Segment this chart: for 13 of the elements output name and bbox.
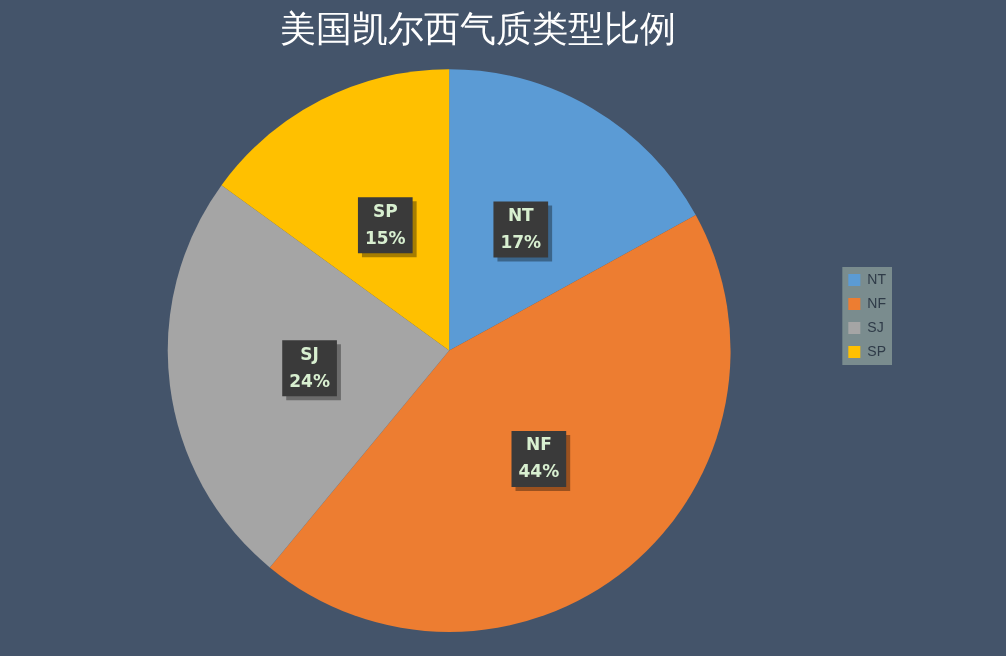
slice-label: NF xyxy=(525,434,552,455)
legend-label: NT xyxy=(867,270,887,287)
slice-label: NT xyxy=(507,204,535,225)
legend-label: SJ xyxy=(867,318,884,335)
data-label: 17% xyxy=(500,231,542,252)
slice-label: SP xyxy=(372,200,398,221)
legend-label: NF xyxy=(867,294,886,311)
slice-label: SJ xyxy=(300,343,319,364)
legend-label: SP xyxy=(867,342,887,359)
chart-title: 美国凯尔西气质类型比例 xyxy=(280,7,676,49)
data-label: 15% xyxy=(364,227,406,248)
data-label: 44% xyxy=(518,461,560,482)
data-label: 24% xyxy=(289,370,330,391)
